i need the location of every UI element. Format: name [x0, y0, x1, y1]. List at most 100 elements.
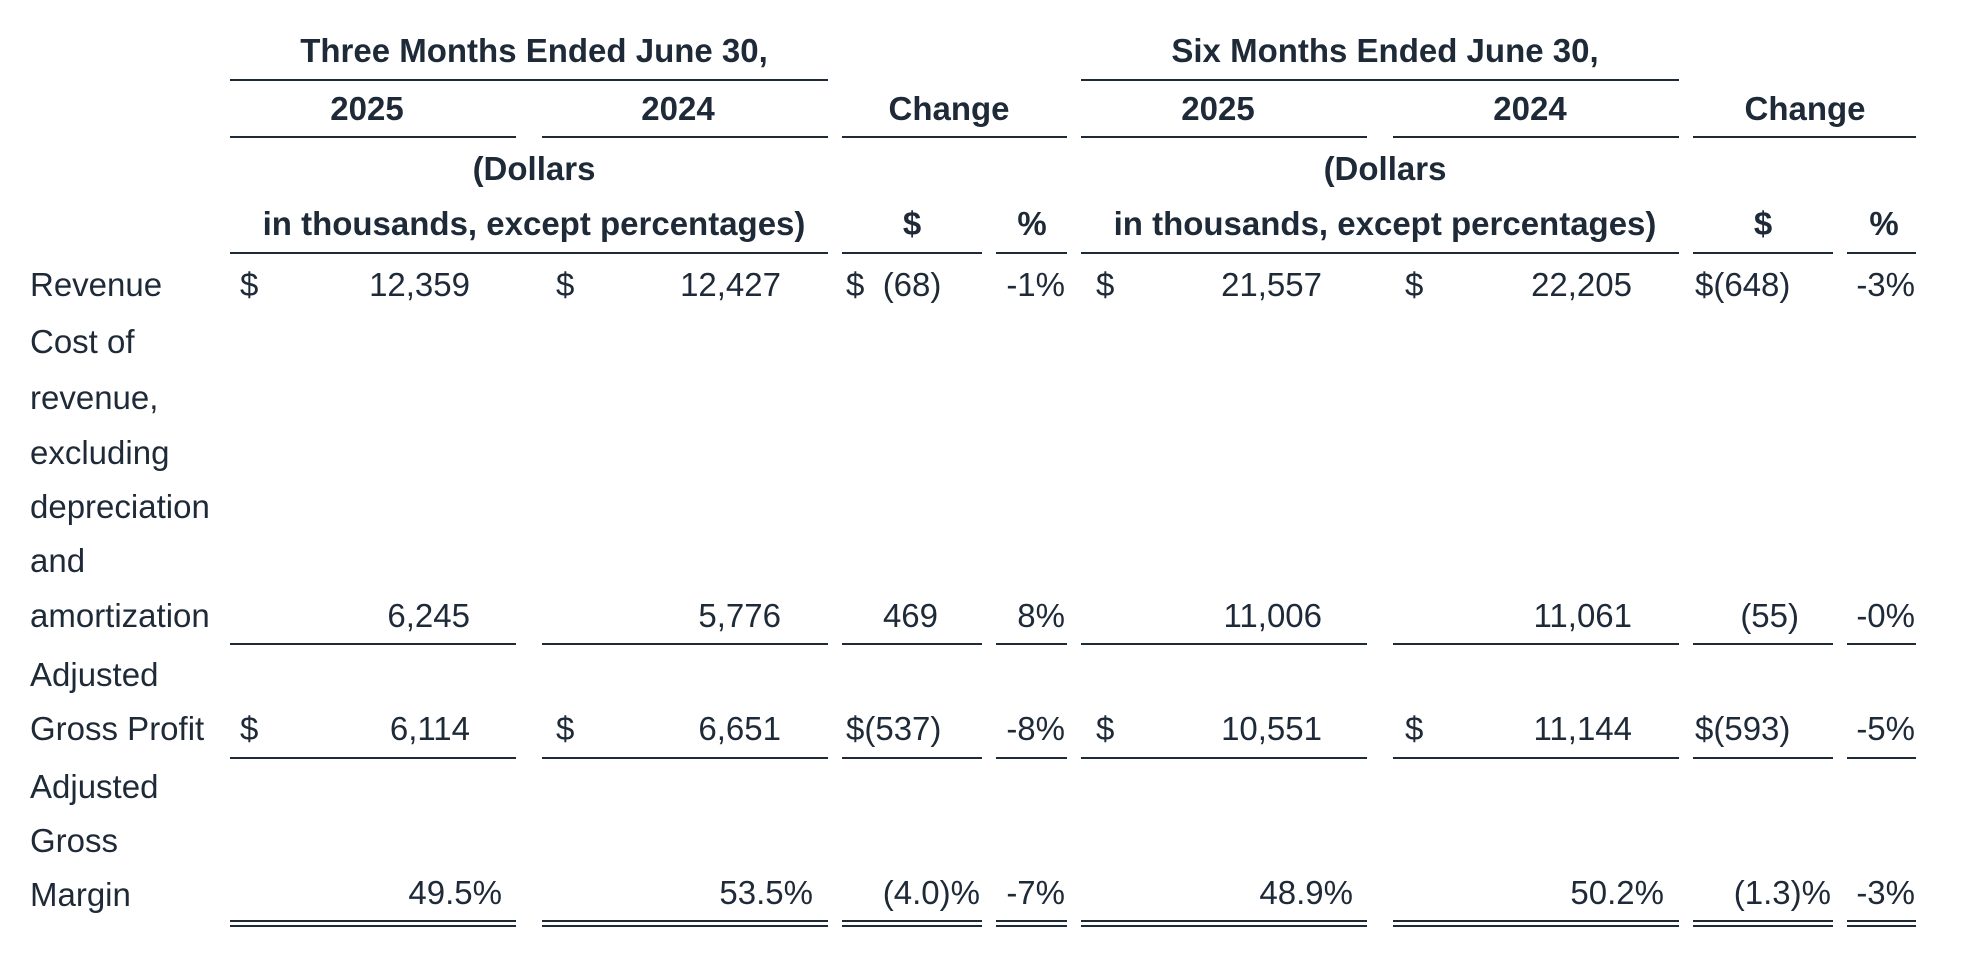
cell-gross-profit-q2025: 6,114 — [389, 710, 470, 747]
cell-cost-s-change: (55) — [1740, 597, 1799, 634]
cell-gross-margin-q2025: 49.5% — [408, 874, 502, 911]
cell-cost-q-pct: 8% — [1017, 597, 1065, 634]
header-year-2025-s: 2025 — [1181, 90, 1255, 127]
currency-sign: $ — [240, 266, 259, 303]
header-year-2025-q: 2025 — [330, 90, 404, 127]
row-label-cost-line: depreciation — [30, 488, 210, 525]
cell-gross-profit-s-pct: -5% — [1856, 710, 1915, 747]
cell-cost-q2025: 6,245 — [387, 597, 470, 634]
currency-sign: $ — [240, 710, 259, 747]
row-rule — [1081, 643, 1367, 645]
row-rule — [230, 643, 516, 645]
currency-sign: $ — [1405, 710, 1424, 747]
header-dollars-line1-s: (Dollars — [1323, 150, 1447, 187]
row-rule — [1693, 757, 1833, 759]
header-rule — [1847, 252, 1916, 254]
cell-gross-margin-s-change: (1.3)% — [1733, 874, 1831, 911]
double-rule — [996, 920, 1067, 927]
currency-sign: $ — [1096, 710, 1115, 747]
cell-revenue-q2025: 12,359 — [369, 266, 470, 303]
header-change-s: Change — [1744, 90, 1866, 127]
cell-gross-margin-q2024: 53.5% — [719, 874, 813, 911]
cell-cost-q2024: 5,776 — [698, 597, 781, 634]
header-dollars-line2-q: in thousands, except percentages) — [262, 205, 806, 242]
header-dollar-col-s: $ — [1753, 205, 1773, 242]
header-rule — [842, 252, 982, 254]
cell-gross-profit-s2025: 10,551 — [1221, 710, 1322, 747]
row-rule — [1693, 643, 1833, 645]
row-label-cost-line: revenue, — [30, 379, 159, 416]
row-label-cost-line: Cost of — [30, 323, 135, 360]
header-rule — [1081, 252, 1679, 254]
header-year-2024-s: 2024 — [1493, 90, 1567, 127]
header-three-months: Three Months Ended June 30, — [300, 32, 768, 69]
row-rule — [842, 757, 982, 759]
cell-gross-profit-s-change: $(593) — [1695, 710, 1791, 747]
cell-revenue-s2024: 22,205 — [1531, 266, 1632, 303]
header-percent-col-s: % — [1869, 205, 1899, 242]
row-rule — [542, 757, 828, 759]
row-rule — [1847, 757, 1916, 759]
header-percent-col-q: % — [1017, 205, 1047, 242]
row-label-gross-margin-line: Margin — [30, 876, 131, 913]
row-rule — [996, 757, 1067, 759]
header-dollars-line2-s: in thousands, except percentages) — [1113, 205, 1657, 242]
cell-cost-q-change: 469 — [882, 597, 938, 634]
header-rule — [1693, 136, 1916, 138]
cell-gross-margin-q-pct: -7% — [1006, 874, 1065, 911]
cell-cost-s-pct: -0% — [1856, 597, 1915, 634]
header-rule — [1393, 136, 1679, 138]
double-rule — [842, 920, 982, 927]
header-rule — [230, 136, 516, 138]
header-rule — [1081, 79, 1679, 81]
row-rule — [542, 643, 828, 645]
cell-revenue-q2024: 12,427 — [680, 266, 781, 303]
cell-gross-margin-q-change: (4.0)% — [882, 874, 980, 911]
row-rule — [842, 643, 982, 645]
header-rule — [542, 136, 828, 138]
currency-sign: $ — [556, 266, 575, 303]
header-rule — [996, 252, 1067, 254]
cell-gross-profit-q-pct: -8% — [1006, 710, 1065, 747]
row-label-gross-profit-line: Gross Profit — [30, 710, 205, 747]
row-rule — [996, 643, 1067, 645]
row-label-cost-line: excluding — [30, 434, 170, 471]
cell-gross-margin-s2024: 50.2% — [1570, 874, 1664, 911]
cell-revenue-s-change: $(648) — [1695, 266, 1791, 303]
row-rule — [1847, 643, 1916, 645]
cell-revenue-q-change: $ (68) — [846, 266, 942, 303]
cell-cost-s2025: 11,006 — [1223, 597, 1322, 634]
row-rule — [1393, 643, 1679, 645]
double-rule — [1081, 920, 1367, 927]
header-rule — [230, 252, 828, 254]
cell-gross-profit-s2024: 11,144 — [1533, 710, 1632, 747]
header-dollars-line1-q: (Dollars — [472, 150, 596, 187]
header-year-2024-q: 2024 — [641, 90, 715, 127]
row-label-cost-line: and — [30, 542, 86, 579]
double-rule — [1693, 920, 1833, 927]
header-rule — [230, 79, 828, 81]
cell-gross-profit-q-change: $(537) — [846, 710, 942, 747]
header-rule — [1693, 252, 1833, 254]
row-label-revenue: Revenue — [30, 266, 163, 303]
row-label-cost-line: amortization — [30, 597, 210, 634]
cell-gross-margin-s-pct: -3% — [1856, 874, 1915, 911]
row-rule — [1393, 757, 1679, 759]
cell-revenue-q-pct: -1% — [1006, 266, 1065, 303]
cell-gross-margin-s2025: 48.9% — [1259, 874, 1353, 911]
currency-sign: $ — [1405, 266, 1424, 303]
row-rule — [1081, 757, 1367, 759]
header-dollar-col-q: $ — [902, 205, 922, 242]
header-change-q: Change — [888, 90, 1010, 127]
row-label-gross-margin-line: Gross — [30, 822, 119, 859]
cell-gross-profit-q2024: 6,651 — [698, 710, 781, 747]
cell-revenue-s2025: 21,557 — [1221, 266, 1322, 303]
double-rule — [1393, 920, 1679, 927]
double-rule — [542, 920, 828, 927]
row-label-gross-profit-line: Adjusted — [30, 656, 159, 693]
header-rule — [842, 136, 1067, 138]
currency-sign: $ — [1096, 266, 1115, 303]
cell-revenue-s-pct: -3% — [1856, 266, 1915, 303]
row-label-gross-margin-line: Adjusted — [30, 768, 159, 805]
